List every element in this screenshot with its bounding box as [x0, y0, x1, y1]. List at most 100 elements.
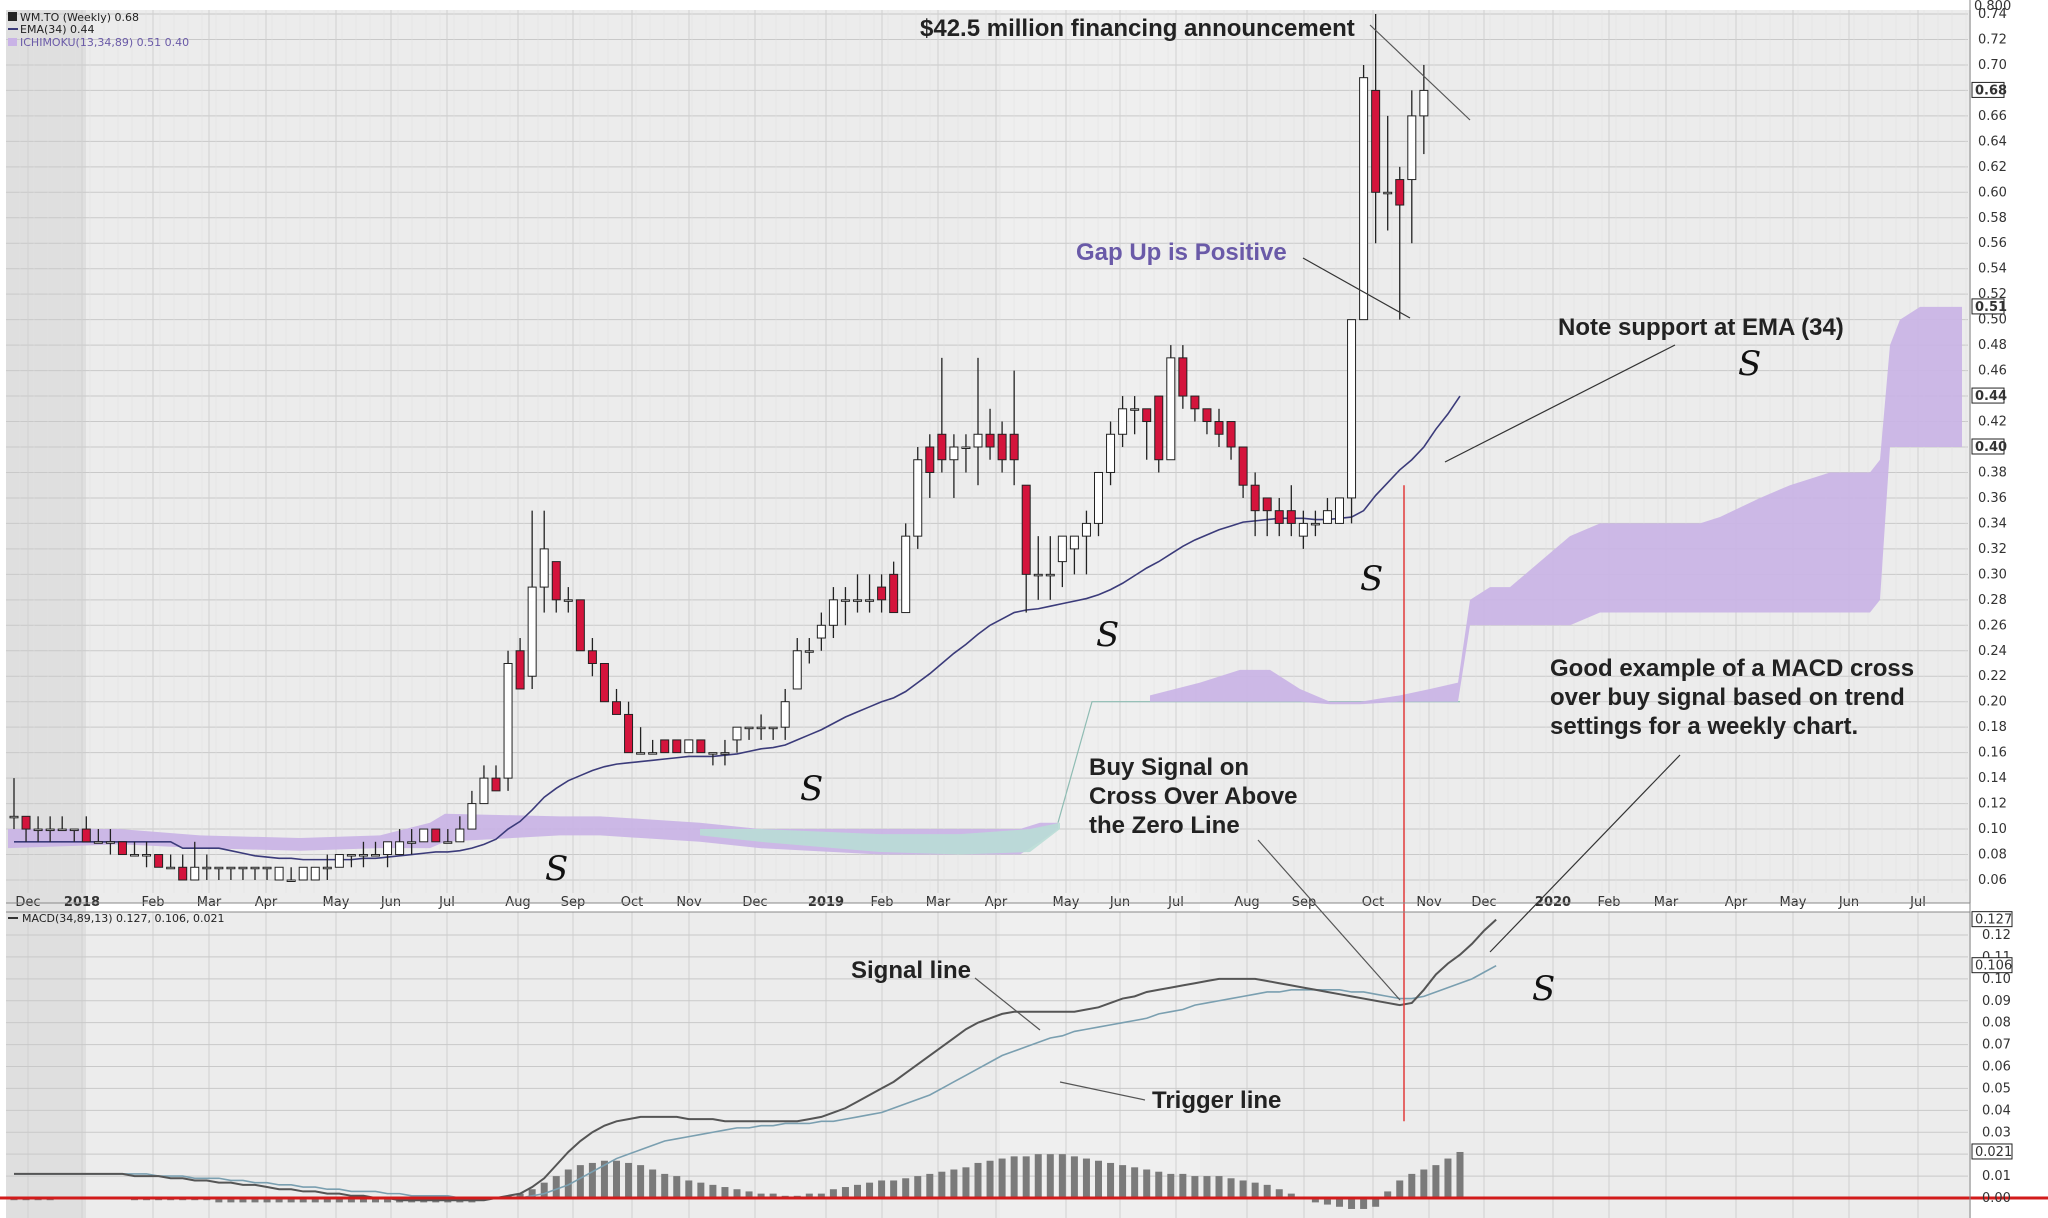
candle-body	[720, 752, 730, 755]
ichimoku-cloud-bearish	[700, 822, 1060, 855]
annotations: $42.5 million financing announcement Gap…	[851, 15, 1914, 1114]
candle-body	[310, 866, 320, 881]
macd-histogram-bar	[1420, 1169, 1428, 1198]
candle-body	[973, 433, 983, 448]
macd-histogram-bar	[600, 1160, 608, 1198]
candle-body	[202, 866, 212, 870]
macd-histogram-bar	[263, 1198, 271, 1203]
candle	[708, 752, 718, 766]
candle	[828, 587, 838, 639]
price-y-tick: 0.56	[1978, 236, 2007, 251]
candle-body	[768, 726, 778, 730]
candle	[587, 638, 597, 677]
macd-histogram-bar	[1432, 1165, 1440, 1198]
candle-body	[69, 828, 79, 832]
macd-histogram-bar	[1155, 1171, 1163, 1198]
macd-histogram-bar	[890, 1180, 898, 1198]
candle	[997, 421, 1007, 473]
macd-histogram-bar	[576, 1165, 584, 1198]
price-badge-box	[1971, 438, 2005, 455]
price-y-tick: 0.42	[1978, 415, 2007, 430]
price-y-tick: 0.64	[1978, 134, 2007, 149]
candle	[1226, 421, 1236, 460]
macd-histogram-bar	[1456, 1151, 1464, 1198]
macd-histogram-bar	[1360, 1198, 1368, 1209]
macd-badge-box	[1971, 957, 2013, 974]
candle-body	[166, 866, 176, 870]
price-badge-text: 0.40	[1975, 440, 2007, 455]
macd-histogram-bar	[998, 1158, 1006, 1198]
candle-body	[1142, 408, 1152, 423]
candle	[1347, 319, 1357, 524]
price-y-tick: 0.08	[1978, 848, 2007, 863]
macd-histogram-bar	[227, 1198, 235, 1203]
signal-line	[14, 918, 1497, 1202]
candle	[1166, 345, 1176, 461]
candle-body	[527, 586, 537, 677]
candle	[792, 638, 802, 690]
candle	[1033, 536, 1043, 600]
candle-body	[563, 599, 573, 602]
candle-body	[45, 828, 55, 832]
macd-histogram-bar	[552, 1176, 560, 1198]
candle-body	[1154, 395, 1164, 461]
candle	[539, 510, 549, 613]
macd-histogram-bar	[275, 1198, 283, 1203]
candle-body	[262, 866, 272, 870]
candle	[1371, 14, 1381, 244]
candle-body	[1419, 89, 1429, 117]
candle-body	[1178, 357, 1188, 397]
candle	[913, 447, 923, 549]
macd-histogram-bar	[564, 1169, 572, 1198]
price-y-tick: 0.38	[1978, 465, 2007, 480]
candle-body	[636, 752, 646, 755]
macd-histogram-bar	[986, 1160, 994, 1198]
price-y-tick: 0.74	[1978, 7, 2007, 22]
macd-histogram-bar	[1058, 1154, 1066, 1198]
candle	[816, 612, 826, 651]
candle-body	[599, 663, 609, 703]
candle-body	[732, 726, 742, 741]
candle-body	[816, 624, 826, 639]
candle	[33, 816, 43, 842]
annotation-macd-example-line3: settings for a weekly chart.	[1550, 713, 1858, 740]
candle	[840, 587, 850, 626]
price-y-tick: 0.70	[1978, 58, 2007, 73]
macd-y-tick: 0.06	[1982, 1060, 2011, 1075]
candle	[9, 778, 19, 830]
candle	[636, 727, 646, 755]
candle	[214, 866, 224, 880]
candle	[961, 434, 971, 473]
candle	[1407, 90, 1417, 244]
candle-body	[937, 433, 947, 461]
candle-body	[467, 803, 477, 830]
candle	[286, 867, 296, 882]
price-badges: 0.68 0.51 0.44 0.40 0.127 0.106 0.021	[1971, 81, 2013, 1160]
macd-badge-text: 0.127	[1975, 913, 2012, 928]
ichimoku-cloud	[8, 306, 1962, 855]
macd-histogram-bar	[1251, 1182, 1259, 1198]
macd-histogram-bar	[1082, 1158, 1090, 1198]
candle-body	[1166, 357, 1176, 461]
candle	[624, 701, 634, 754]
candle	[371, 841, 380, 857]
macd-histogram-bar	[1179, 1173, 1187, 1198]
macd-histogram-bar	[769, 1193, 777, 1198]
candle-body	[877, 586, 887, 601]
macd-histogram-bar	[287, 1198, 295, 1203]
macd-histogram-bar	[1287, 1193, 1295, 1198]
macd-histogram-bar	[914, 1176, 922, 1198]
macd-histogram-bar	[878, 1180, 886, 1198]
price-y-tick: 0.20	[1978, 695, 2007, 710]
price-y-tick: 0.66	[1978, 109, 2007, 124]
candle-body	[238, 866, 248, 870]
candle-body	[696, 739, 706, 754]
candle-body	[9, 815, 19, 819]
candle	[431, 828, 441, 843]
candle-body	[672, 739, 682, 754]
candle-body	[1190, 395, 1200, 410]
candle-body	[1202, 408, 1212, 423]
price-y-axis: 0.06 0.08 0.10 0.12 0.14 0.16 0.18 0.20 0.22 0.24…	[1974, 0, 2011, 888]
candle-body	[503, 663, 513, 779]
